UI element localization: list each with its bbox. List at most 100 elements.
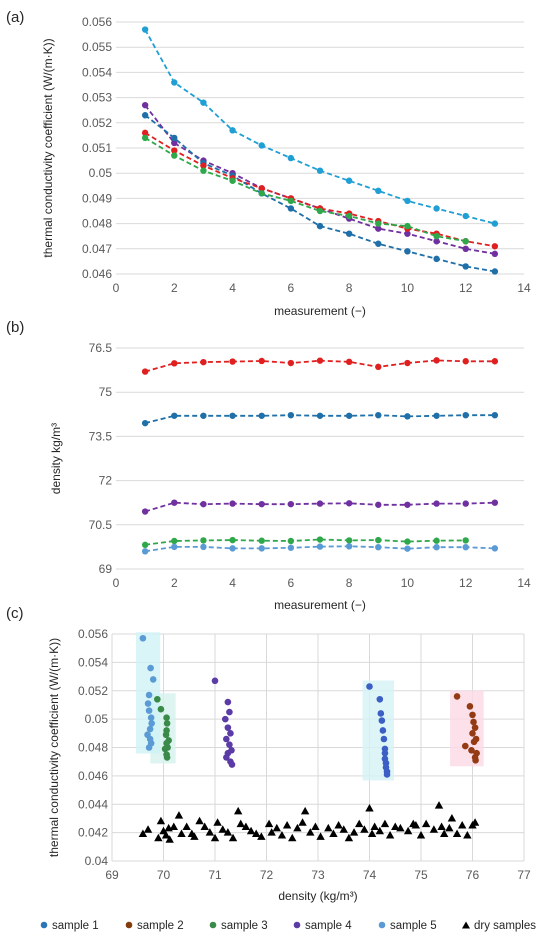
chart-a: 0.046 0.047 0.048 0.049 0.05 0.051 0.052 0.053 0… xyxy=(41,15,531,318)
dry-sample-marker xyxy=(367,829,377,838)
data-point xyxy=(287,544,295,551)
data-point xyxy=(145,744,153,751)
data-point xyxy=(171,537,178,545)
y-tick-label: 0.048 xyxy=(78,741,108,755)
y-axis-title: density kg/m³ xyxy=(49,423,63,494)
dry-sample-marker xyxy=(463,830,472,839)
data-point xyxy=(287,359,295,367)
panel-label-c: (c) xyxy=(6,605,24,622)
x-tick-label: 8 xyxy=(346,281,353,295)
data-point xyxy=(223,735,230,743)
dry-sample-marker xyxy=(143,825,153,833)
data-point xyxy=(375,363,382,371)
data-point xyxy=(141,419,149,427)
x-tick-label: 12 xyxy=(459,576,473,590)
x-tick-label: 70 xyxy=(157,868,171,882)
x-tick-label: 75 xyxy=(414,868,428,882)
data-point xyxy=(171,499,178,506)
legend-label: sample 4 xyxy=(305,920,352,932)
data-point xyxy=(227,730,234,737)
data-point xyxy=(466,703,474,710)
x-tick-label: 2 xyxy=(171,281,178,295)
x-tick-label: 12 xyxy=(459,281,473,295)
data-point xyxy=(224,698,232,706)
x-tick-label: 77 xyxy=(517,868,531,882)
data-point xyxy=(316,207,324,215)
legend: sample 1 sample 2 sample 3 sample 4 sample 5… xyxy=(40,920,536,932)
dry-sample-marker xyxy=(264,819,274,828)
data-point xyxy=(171,412,178,419)
dry-sample-marker xyxy=(282,821,292,829)
data-point xyxy=(491,411,499,419)
dry-sample-marker xyxy=(154,833,163,842)
x-tick-label: 6 xyxy=(288,576,295,590)
data-point xyxy=(470,718,477,726)
dry-sample-marker xyxy=(210,833,220,842)
data-point xyxy=(258,412,265,419)
data-point xyxy=(462,238,469,245)
data-point xyxy=(157,705,165,713)
data-point xyxy=(147,664,154,672)
dry-sample-marker xyxy=(213,818,222,826)
legend-label: sample 1 xyxy=(52,920,99,932)
data-point xyxy=(171,79,178,86)
data-point xyxy=(433,255,440,263)
data-point xyxy=(366,683,373,690)
data-point xyxy=(462,500,469,507)
data-point xyxy=(316,500,324,507)
y-tick-label: 72 xyxy=(99,474,113,488)
data-point xyxy=(377,710,385,717)
dry-sample-marker xyxy=(458,821,467,829)
y-tick-label: 0.053 xyxy=(82,91,112,105)
data-point xyxy=(375,536,382,544)
data-point xyxy=(461,742,469,750)
data-point xyxy=(223,754,230,761)
dry-sample-marker xyxy=(277,830,287,839)
data-point xyxy=(258,500,265,508)
data-point xyxy=(375,240,382,247)
data-point xyxy=(200,537,207,544)
dry-sample-marker xyxy=(396,823,405,832)
data-point xyxy=(229,412,236,419)
data-point xyxy=(141,368,149,375)
x-tick-label: 2 xyxy=(171,576,178,590)
dry-sample-marker xyxy=(329,829,338,838)
dry-sample-marker xyxy=(156,816,166,825)
data-point xyxy=(287,154,295,162)
data-point xyxy=(200,412,207,419)
dry-sample-marker xyxy=(411,821,421,829)
data-point xyxy=(141,101,149,109)
dry-sample-marker xyxy=(161,830,171,839)
dry-sample-marker xyxy=(470,818,480,826)
data-point xyxy=(433,412,440,419)
data-point xyxy=(433,357,440,364)
x-tick-label: 10 xyxy=(401,576,415,590)
data-point xyxy=(378,717,386,724)
dry-sample-marker xyxy=(429,825,439,833)
dry-sample-marker xyxy=(355,819,364,828)
dry-sample-marker xyxy=(349,828,359,836)
data-point xyxy=(171,147,178,154)
dry-sample-marker xyxy=(241,822,251,830)
series-line xyxy=(144,538,466,546)
data-point xyxy=(345,543,353,550)
dry-sample-marker xyxy=(236,819,245,828)
legend-label: sample 5 xyxy=(390,920,437,932)
data-point xyxy=(379,727,387,734)
dry-sample-marker xyxy=(334,821,343,829)
dry-sample-marker xyxy=(205,828,215,836)
data-point xyxy=(433,205,440,212)
legend-label: sample 3 xyxy=(221,920,268,932)
dry-sample-marker xyxy=(339,825,348,833)
data-point xyxy=(141,134,149,142)
data-point xyxy=(375,220,382,227)
data-point xyxy=(469,730,476,737)
data-point xyxy=(404,230,411,237)
legend-marker xyxy=(40,921,48,929)
data-point xyxy=(433,238,440,245)
x-tick-label: 69 xyxy=(105,868,119,882)
dry-sample-marker xyxy=(293,823,302,832)
y-tick-label: 0.04 xyxy=(85,854,109,868)
data-point xyxy=(222,715,229,723)
data-point xyxy=(171,134,178,142)
